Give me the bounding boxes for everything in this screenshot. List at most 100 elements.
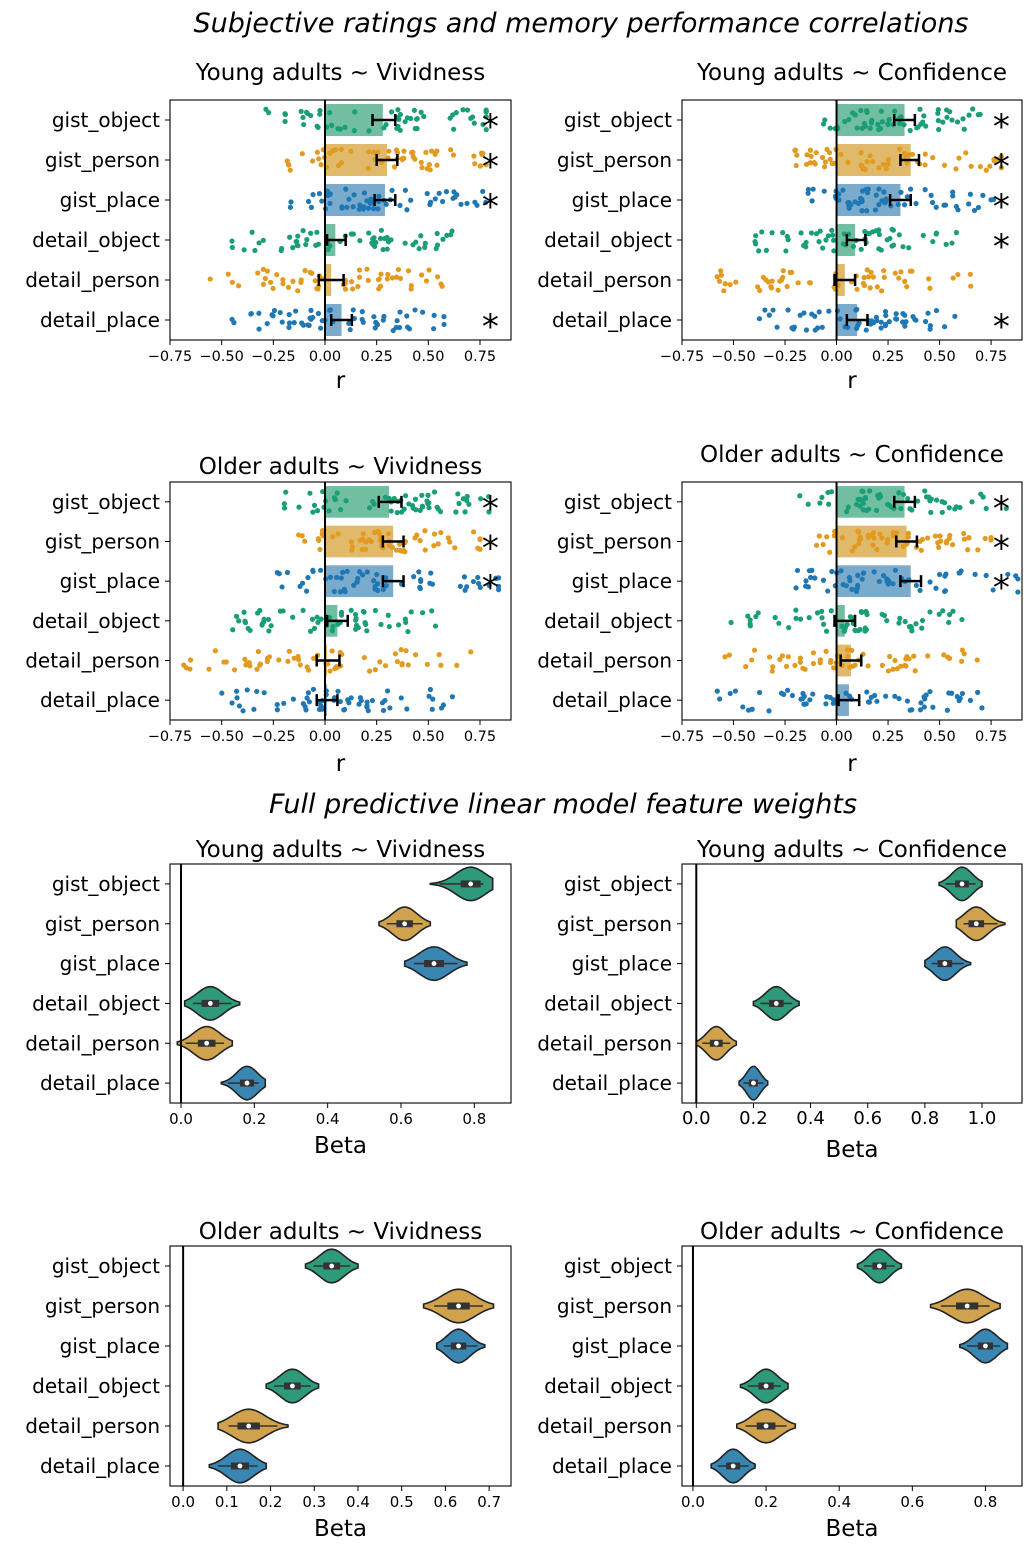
scatter-point	[780, 230, 786, 236]
scatter-point	[395, 266, 402, 273]
scatter-point	[310, 568, 316, 574]
scatter-point	[819, 615, 825, 621]
scatter-point	[927, 326, 933, 332]
axes-frame	[169, 863, 512, 1104]
scatter-point	[261, 690, 267, 696]
scatter-point	[335, 531, 341, 537]
scatter-point	[990, 587, 996, 593]
scatter-point	[453, 509, 459, 515]
scatter-point	[377, 235, 384, 242]
scatter-point	[416, 246, 422, 252]
scatter-point	[401, 547, 407, 554]
scatter-point	[882, 308, 889, 315]
scatter-point	[329, 534, 336, 540]
scatter-point	[722, 281, 728, 287]
scatter-point	[975, 547, 981, 553]
scatter-point	[801, 310, 807, 316]
scatter-point	[966, 535, 972, 541]
scatter-point	[766, 654, 773, 660]
scatter-point	[843, 583, 849, 589]
scatter-point	[260, 266, 266, 272]
scatter-point	[862, 166, 868, 173]
scatter-point	[977, 163, 983, 170]
violin-median	[290, 1383, 295, 1389]
scatter-point	[219, 690, 225, 696]
scatter-point	[438, 281, 444, 287]
scatter-point	[854, 585, 860, 591]
scatter-point	[290, 614, 296, 620]
scatter-point	[206, 666, 212, 672]
scatter-point	[751, 647, 758, 653]
scatter-point	[867, 125, 873, 131]
scatter-point	[308, 112, 314, 119]
scatter-point	[862, 123, 868, 130]
scatter-point	[881, 274, 887, 280]
scatter-point	[919, 617, 926, 624]
scatter-point	[892, 270, 898, 276]
scatter-point	[366, 668, 373, 674]
x-tick-label: −0.25	[763, 729, 807, 745]
scatter-point	[897, 120, 903, 127]
scatter-point	[372, 243, 378, 250]
scatter-point	[335, 688, 341, 694]
scatter-point	[749, 657, 755, 663]
scatter-point	[187, 666, 193, 672]
scatter-point	[847, 664, 853, 670]
scatter-point	[314, 508, 321, 514]
scatter-point	[285, 658, 291, 664]
scatter-point	[879, 119, 885, 125]
scatter-point	[944, 114, 950, 120]
scatter-point	[286, 320, 293, 326]
scatter-point	[428, 570, 434, 576]
x-tick-label: 0.4	[796, 1108, 825, 1129]
scatter-point	[477, 163, 484, 169]
scatter-point	[930, 238, 936, 245]
scatter-point	[794, 567, 801, 574]
scatter-point	[830, 665, 837, 671]
scatter-point	[307, 490, 313, 496]
scatter-point	[443, 189, 450, 195]
scatter-point	[431, 326, 437, 332]
y-tick-label: detail_person	[25, 268, 160, 292]
scatter-point	[883, 196, 889, 202]
scatter-point	[849, 586, 855, 592]
scatter-point	[753, 233, 759, 239]
scatter-point	[785, 307, 791, 313]
scatter-point	[865, 274, 872, 280]
scatter-point	[486, 494, 492, 500]
scatter-point	[493, 575, 499, 582]
scatter-point	[849, 548, 856, 554]
scatter-point	[337, 126, 343, 132]
scatter-point	[452, 194, 458, 200]
scatter-point	[959, 616, 965, 623]
scatter-point	[388, 237, 394, 243]
scatter-point	[813, 150, 819, 156]
scatter-point	[464, 493, 470, 500]
scatter-point	[804, 152, 810, 158]
scatter-point	[301, 121, 307, 128]
chart-title: Older adults ~ Vividness	[199, 1219, 482, 1245]
scatter-point	[331, 588, 337, 595]
scatter-point	[862, 228, 868, 235]
scatter-point	[820, 121, 827, 127]
scatter-point	[274, 701, 280, 708]
x-tick-label: 0.25	[361, 349, 393, 365]
scatter-point	[902, 323, 908, 329]
scatter-point	[434, 274, 441, 280]
scatter-point	[397, 275, 404, 282]
scatter-point	[291, 320, 297, 326]
scatter-point	[327, 243, 333, 249]
significance-marker: *	[993, 107, 1010, 147]
scatter-point	[312, 278, 318, 284]
scatter-point	[876, 578, 882, 585]
scatter-point	[441, 314, 447, 320]
scatter-point	[418, 272, 425, 278]
scatter-point	[341, 707, 347, 713]
scatter-point	[450, 152, 457, 158]
scatter-point	[360, 206, 366, 212]
scatter-point	[859, 576, 865, 582]
scatter-point	[812, 327, 818, 333]
scatter-point	[807, 574, 814, 581]
scatter-point	[915, 498, 921, 504]
scatter-point	[740, 704, 746, 710]
